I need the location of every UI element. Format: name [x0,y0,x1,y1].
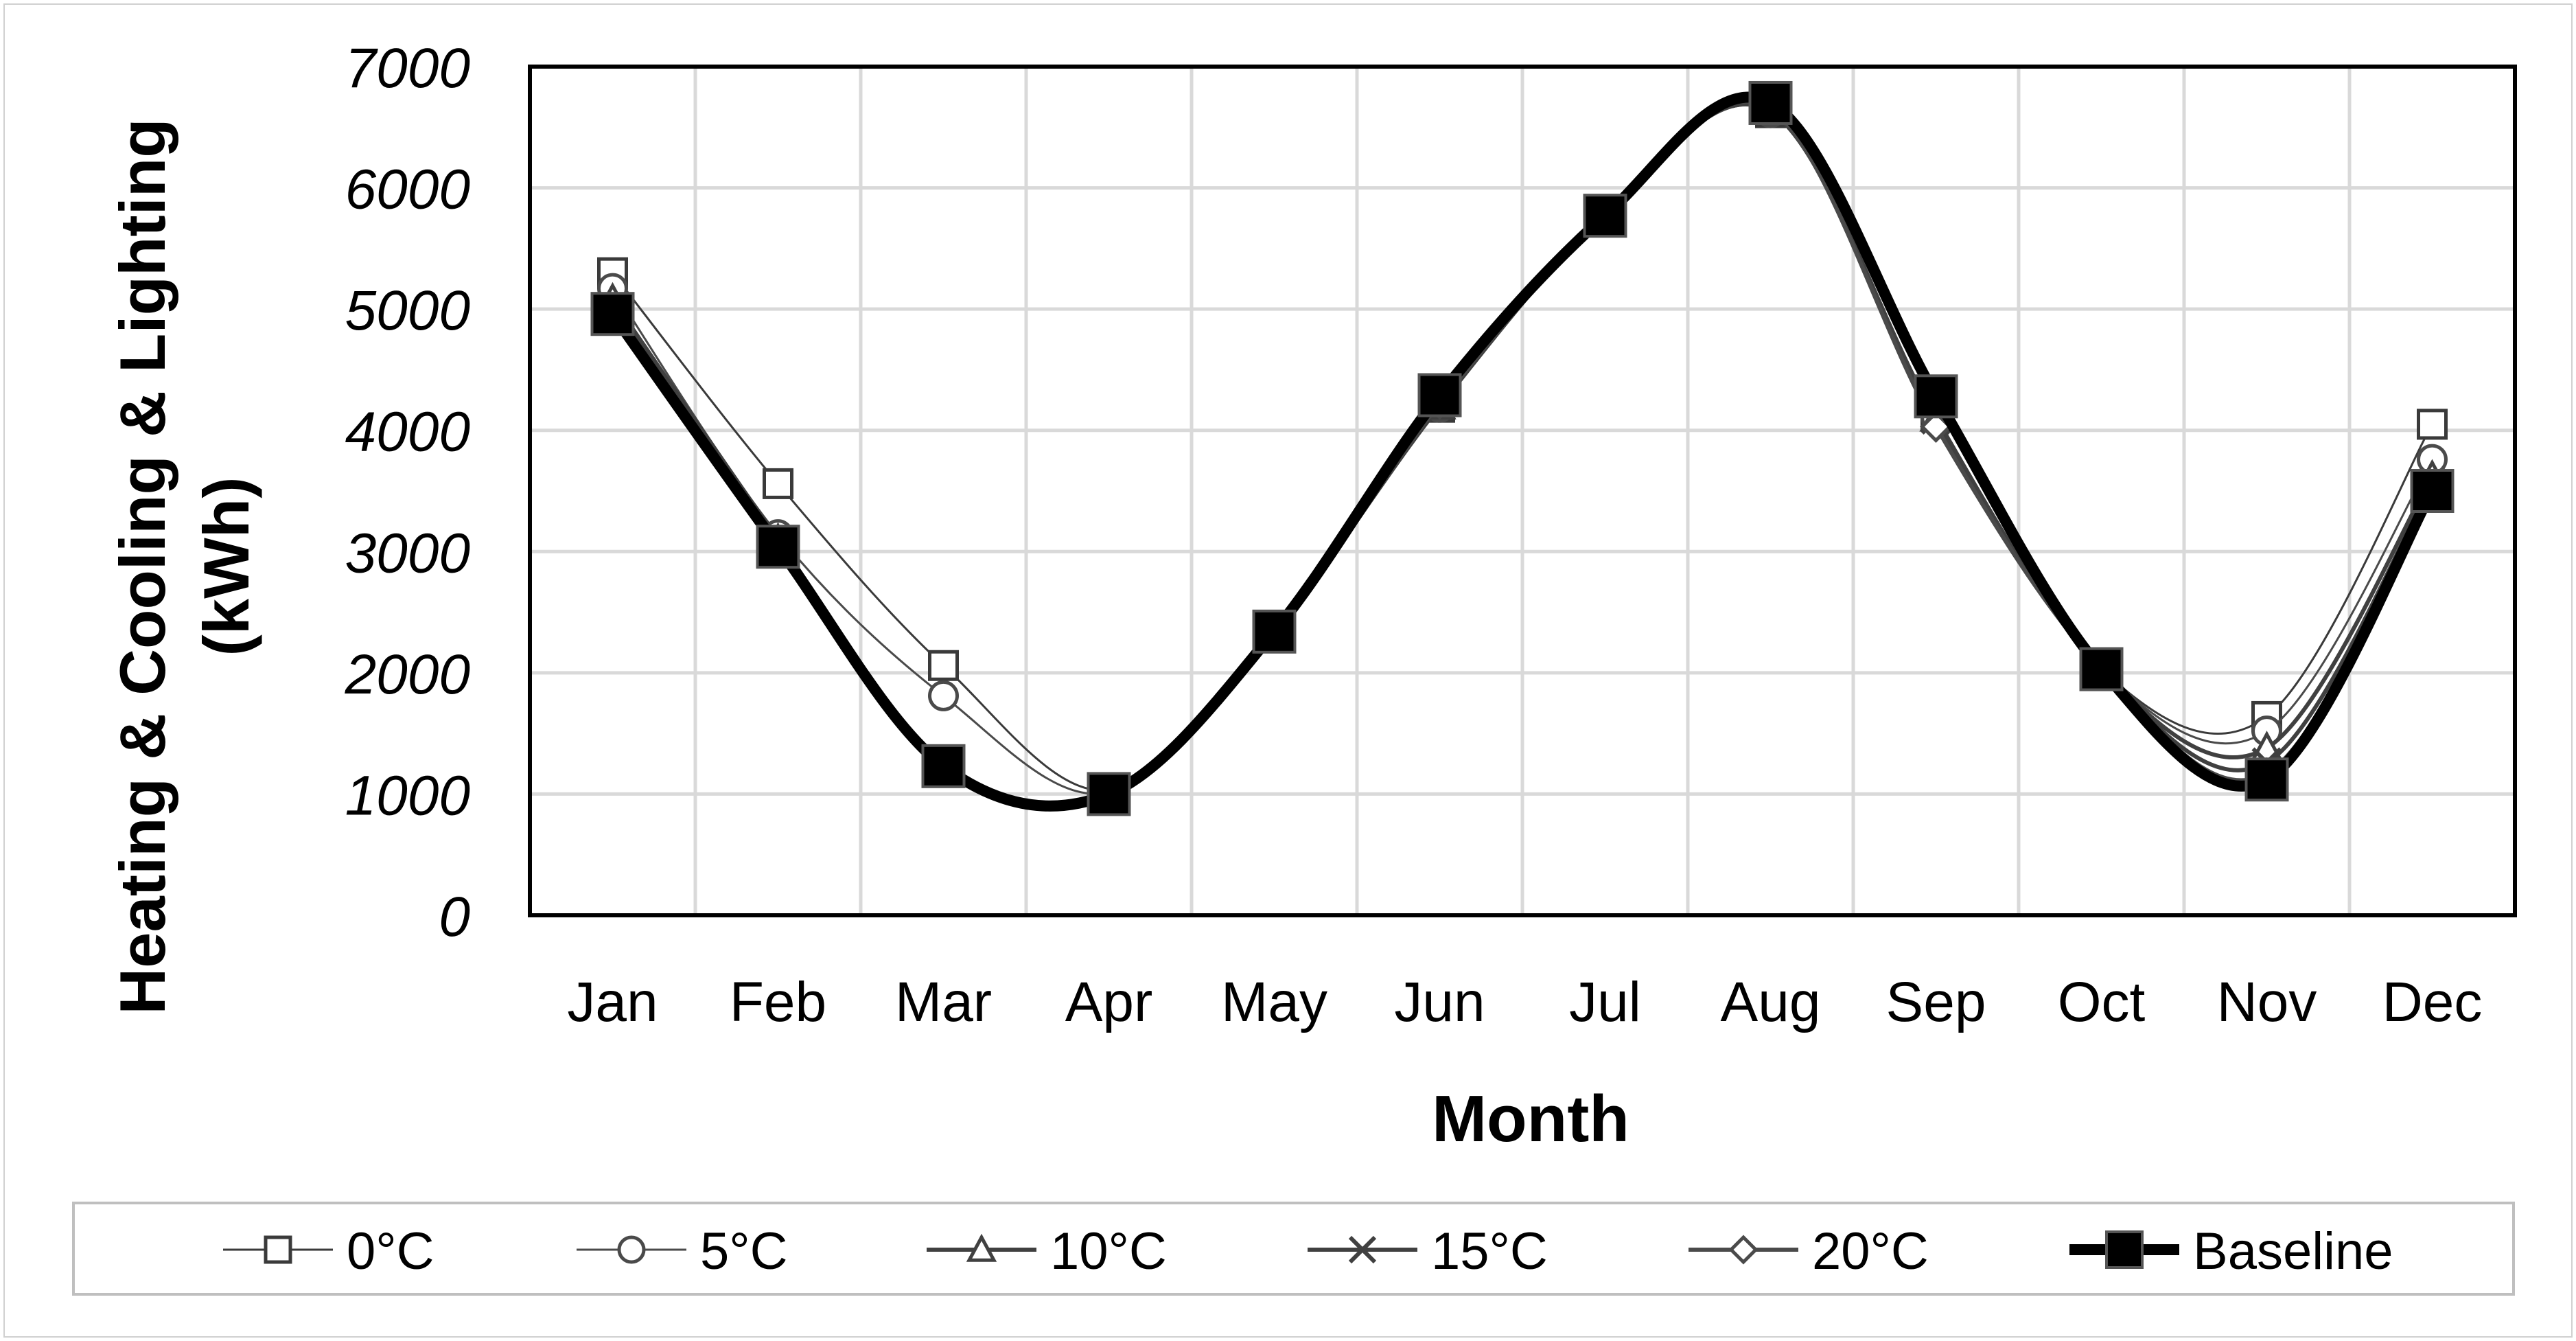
data-point [2079,647,2124,691]
legend-label: Baseline [2193,1222,2393,1281]
x-tick-label: Apr [1065,971,1153,1033]
data-point [1417,373,1462,417]
legend-marker [1348,1235,1377,1264]
y-tick-label: 3000 [345,522,470,584]
data-point [1914,374,1958,419]
series-line [607,91,2437,812]
y-axis-title-line: Heating & Cooling & Lighting [106,118,178,1014]
x-tick-label: Sep [1886,971,1986,1033]
data-point [928,680,959,711]
data-point [1583,194,1627,238]
series-lines [590,80,2455,816]
x-tick-labels: Jan Feb Mar Apr May Jun Jul Aug Sep Oct Nov Dec [567,971,2482,1033]
data-point [1252,609,1297,654]
data-point [2410,469,2455,513]
y-tick-label: 2000 [345,643,470,706]
y-axis-title: Heating & Cooling & Lighting (kWh) [106,118,262,1014]
x-tick-label: Jul [1569,971,1641,1033]
data-point [2244,757,2289,802]
data-point [1087,772,1131,816]
y-tick-label: 0 [439,886,470,948]
data-point [928,650,959,681]
legend-item: 15°C [1308,1222,1548,1281]
legend: 0°C 5°C 10°C 15°C 20°C Baseline [72,1202,2515,1296]
gridlines [530,67,2515,915]
x-tick-label: Jan [567,971,658,1033]
y-tick-label: 1000 [345,764,470,827]
x-tick-label: May [1221,971,1327,1033]
legend-marker [1728,1235,1759,1265]
data-point [2417,409,2448,440]
x-tick-label: Nov [2217,971,2317,1033]
x-tick-label: Jun [1394,971,1485,1033]
x-tick-label: Feb [730,971,826,1033]
x-tick-label: Mar [895,971,992,1033]
y-tick-label: 6000 [345,159,470,221]
legend-label: 10°C [1050,1222,1167,1281]
legend-item: 10°C [927,1222,1167,1281]
legend-item: 5°C [577,1222,788,1281]
y-tick-label: 4000 [345,401,470,463]
data-point [763,468,793,499]
y-tick-labels: 0 1000 2000 3000 4000 5000 6000 7000 [345,37,470,948]
legend-marker [2105,1230,2144,1269]
legend-marker [264,1235,292,1264]
x-tick-label: Oct [2058,971,2146,1033]
series-Baseline [590,80,2455,816]
plot-area [528,65,2517,917]
legend-marker [966,1233,997,1262]
y-axis-title-line: (kWh) [190,477,262,656]
legend-item: 20°C [1689,1222,1929,1281]
legend-item: 0°C [223,1222,434,1281]
data-point [921,744,966,788]
legend-label: 15°C [1431,1222,1548,1281]
legend-label: 5°C [700,1222,788,1281]
legend-box [72,1202,2515,1296]
x-tick-label: Dec [2382,971,2483,1033]
data-point [1748,80,1793,125]
plot-border [528,65,2517,917]
x-axis-title: Month [1432,1082,1629,1156]
y-tick-label: 5000 [345,279,470,342]
chart-frame [3,3,2573,1338]
legend-item: Baseline [2069,1222,2393,1281]
y-tick-label: 7000 [345,37,470,100]
legend-label: 20°C [1812,1222,1929,1281]
legend-label: 0°C [347,1222,434,1281]
data-point [590,292,635,336]
data-point [756,525,800,569]
legend-marker [617,1235,646,1264]
x-tick-label: Aug [1721,971,1821,1033]
